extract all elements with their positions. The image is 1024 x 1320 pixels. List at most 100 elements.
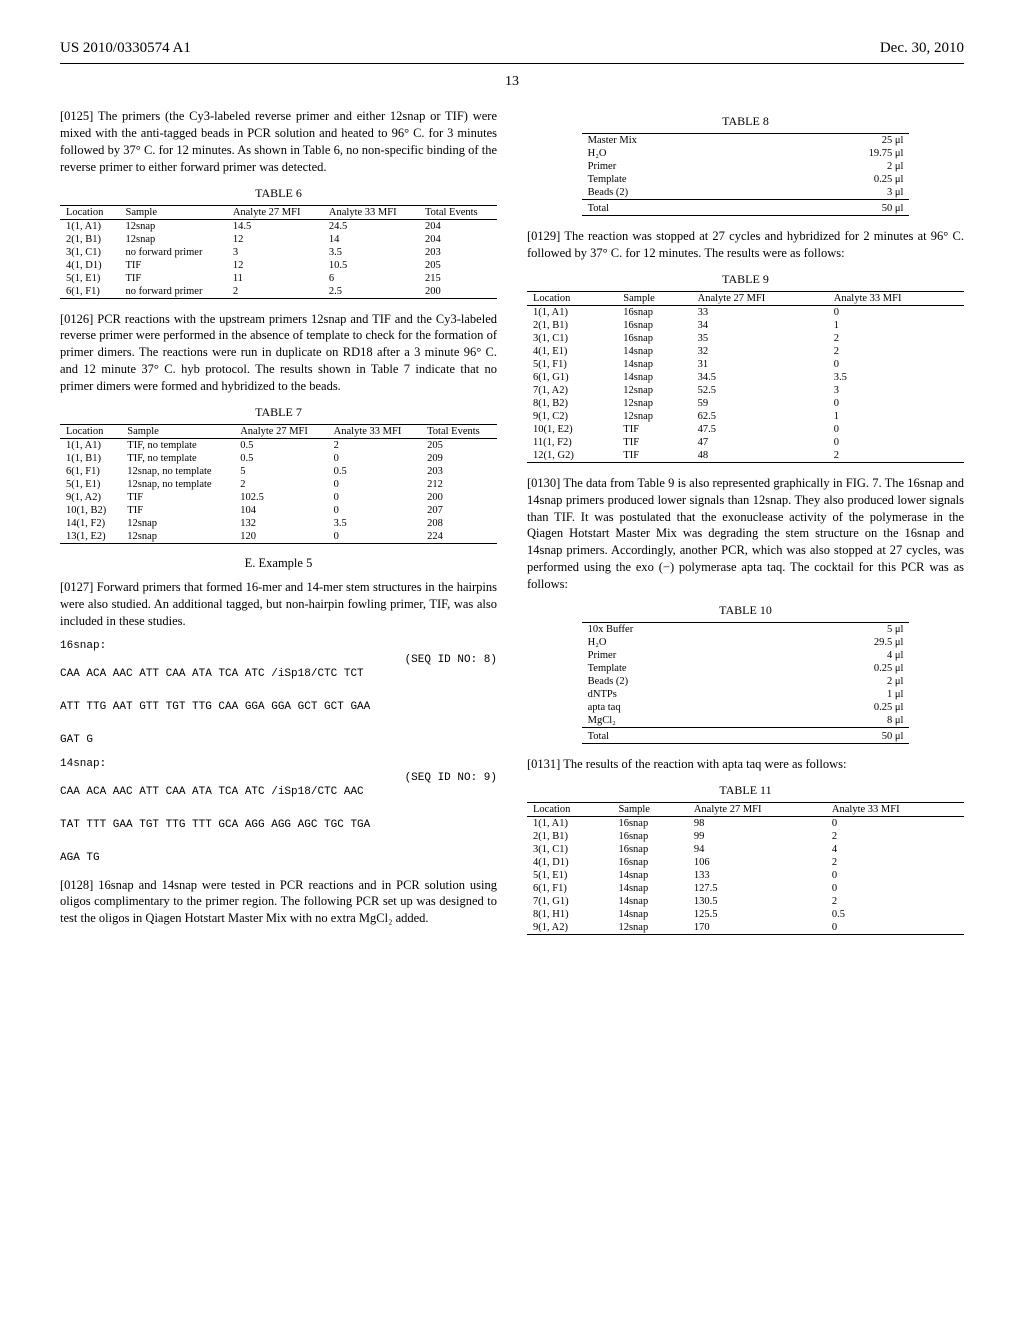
table-cell: 0: [328, 491, 421, 504]
table-cell: 209: [421, 452, 497, 465]
table-cell: 6(1, F1): [60, 285, 119, 299]
table-cell: 3: [828, 384, 964, 397]
table-cell: 5: [234, 465, 327, 478]
table-cell: 9(1, C2): [527, 410, 617, 423]
table-cell: 14(1, F2): [60, 517, 121, 530]
table-cell: 14: [323, 233, 419, 246]
table6-caption: TABLE 6: [60, 186, 497, 201]
table-cell: 0: [328, 504, 421, 517]
table7-col-1: Sample: [121, 424, 234, 438]
table-cell: 14snap: [617, 345, 691, 358]
table6-col-1: Sample: [119, 205, 226, 219]
table-cell: 12snap: [617, 410, 691, 423]
para-0126: [0126] PCR reactions with the upstream p…: [60, 311, 497, 395]
table-cell: 1(1, B1): [60, 452, 121, 465]
table-row: Primer4 μl: [582, 649, 910, 662]
kv-value: 19.75 μl: [767, 147, 909, 160]
table-cell: TIF: [617, 423, 691, 436]
kv-value: 0.25 μl: [772, 701, 909, 714]
table-cell: 4(1, D1): [527, 856, 612, 869]
table-cell: 0: [826, 816, 964, 830]
table-row: 3(1, C1)16snap944: [527, 843, 964, 856]
table10-total-value: 50 μl: [772, 727, 909, 743]
kv-value: 0.25 μl: [767, 173, 909, 186]
table-row: 4(1, D1)16snap1062: [527, 856, 964, 869]
table-cell: 4: [826, 843, 964, 856]
table-cell: 99: [688, 830, 826, 843]
table-row: 7(1, G1)14snap130.52: [527, 895, 964, 908]
table-cell: 33: [692, 305, 828, 319]
table-cell: 205: [419, 259, 497, 272]
table-cell: 2(1, B1): [60, 233, 119, 246]
kv-label: dNTPs: [582, 688, 772, 701]
table-cell: 132: [234, 517, 327, 530]
kv-value: 8 μl: [772, 714, 909, 728]
table-row: 4(1, E1)14snap322: [527, 345, 964, 358]
table8-total-value: 50 μl: [767, 200, 909, 216]
table-row: apta taq0.25 μl: [582, 701, 910, 714]
left-column: [0125] The primers (the Cy3-labeled reve…: [60, 108, 497, 947]
para-0130: [0130] The data from Table 9 is also rep…: [527, 475, 964, 593]
kv-label: Beads (2): [582, 675, 772, 688]
table-cell: 14snap: [612, 908, 687, 921]
table-cell: 12snap: [612, 921, 687, 935]
kv-label: H₂O: [582, 147, 768, 160]
kv-label: Template: [582, 173, 768, 186]
table-cell: 6(1, G1): [527, 371, 617, 384]
table-row: Beads (2)3 μl: [582, 186, 910, 200]
table-cell: 0: [828, 358, 964, 371]
table-row: MgCl₂8 μl: [582, 714, 910, 728]
table-cell: 24.5: [323, 219, 419, 233]
table-row: 1(1, B1)TIF, no template0.50209: [60, 452, 497, 465]
table-cell: 14snap: [612, 869, 687, 882]
table-cell: 1(1, A1): [527, 305, 617, 319]
table-cell: 203: [419, 246, 497, 259]
kv-value: 29.5 μl: [772, 636, 909, 649]
table-cell: 106: [688, 856, 826, 869]
table-cell: 12snap, no template: [121, 478, 234, 491]
table-row: Beads (2)2 μl: [582, 675, 910, 688]
table-cell: 5(1, E1): [60, 478, 121, 491]
table-cell: 208: [421, 517, 497, 530]
table8: Master Mix25 μlH₂O19.75 μlPrimer2 μlTemp…: [582, 133, 910, 216]
table-cell: 2.5: [323, 285, 419, 299]
table-cell: 5(1, E1): [527, 869, 612, 882]
table-cell: 200: [421, 491, 497, 504]
table-row: 11(1, F2)TIF470: [527, 436, 964, 449]
table-cell: 52.5: [692, 384, 828, 397]
table-cell: 1: [828, 319, 964, 332]
table9-caption: TABLE 9: [527, 272, 964, 287]
table-cell: 203: [421, 465, 497, 478]
table-cell: 2: [826, 895, 964, 908]
table-row: 10x Buffer5 μl: [582, 622, 910, 636]
table-cell: 0: [328, 452, 421, 465]
table-cell: TIF, no template: [121, 438, 234, 452]
table-cell: 16snap: [612, 843, 687, 856]
table-cell: 47: [692, 436, 828, 449]
table-row: 5(1, F1)14snap310: [527, 358, 964, 371]
table-cell: no forward primer: [119, 246, 226, 259]
table-row: 9(1, A2)TIF102.50200: [60, 491, 497, 504]
table-cell: 207: [421, 504, 497, 517]
kv-value: 0.25 μl: [772, 662, 909, 675]
table-cell: 14snap: [612, 895, 687, 908]
table-row: 7(1, A2)12snap52.53: [527, 384, 964, 397]
table-cell: 13(1, E2): [60, 530, 121, 544]
table-row: 13(1, E2)12snap1200224: [60, 530, 497, 544]
table-cell: 2(1, B1): [527, 830, 612, 843]
table-cell: 8(1, H1): [527, 908, 612, 921]
table-cell: 205: [421, 438, 497, 452]
kv-value: 5 μl: [772, 622, 909, 636]
table-cell: 16snap: [617, 332, 691, 345]
page-number: 13: [60, 74, 964, 90]
table-cell: 14snap: [617, 371, 691, 384]
two-column-layout: [0125] The primers (the Cy3-labeled reve…: [60, 108, 964, 947]
table-cell: 16snap: [617, 319, 691, 332]
table-cell: 6(1, F1): [527, 882, 612, 895]
table-cell: 16snap: [617, 305, 691, 319]
table-row: Template0.25 μl: [582, 662, 910, 675]
table-row: 14(1, F2)12snap1323.5208: [60, 517, 497, 530]
table-cell: 3.5: [328, 517, 421, 530]
table-row: 2(1, B1)16snap341: [527, 319, 964, 332]
table-cell: 0.5: [234, 438, 327, 452]
